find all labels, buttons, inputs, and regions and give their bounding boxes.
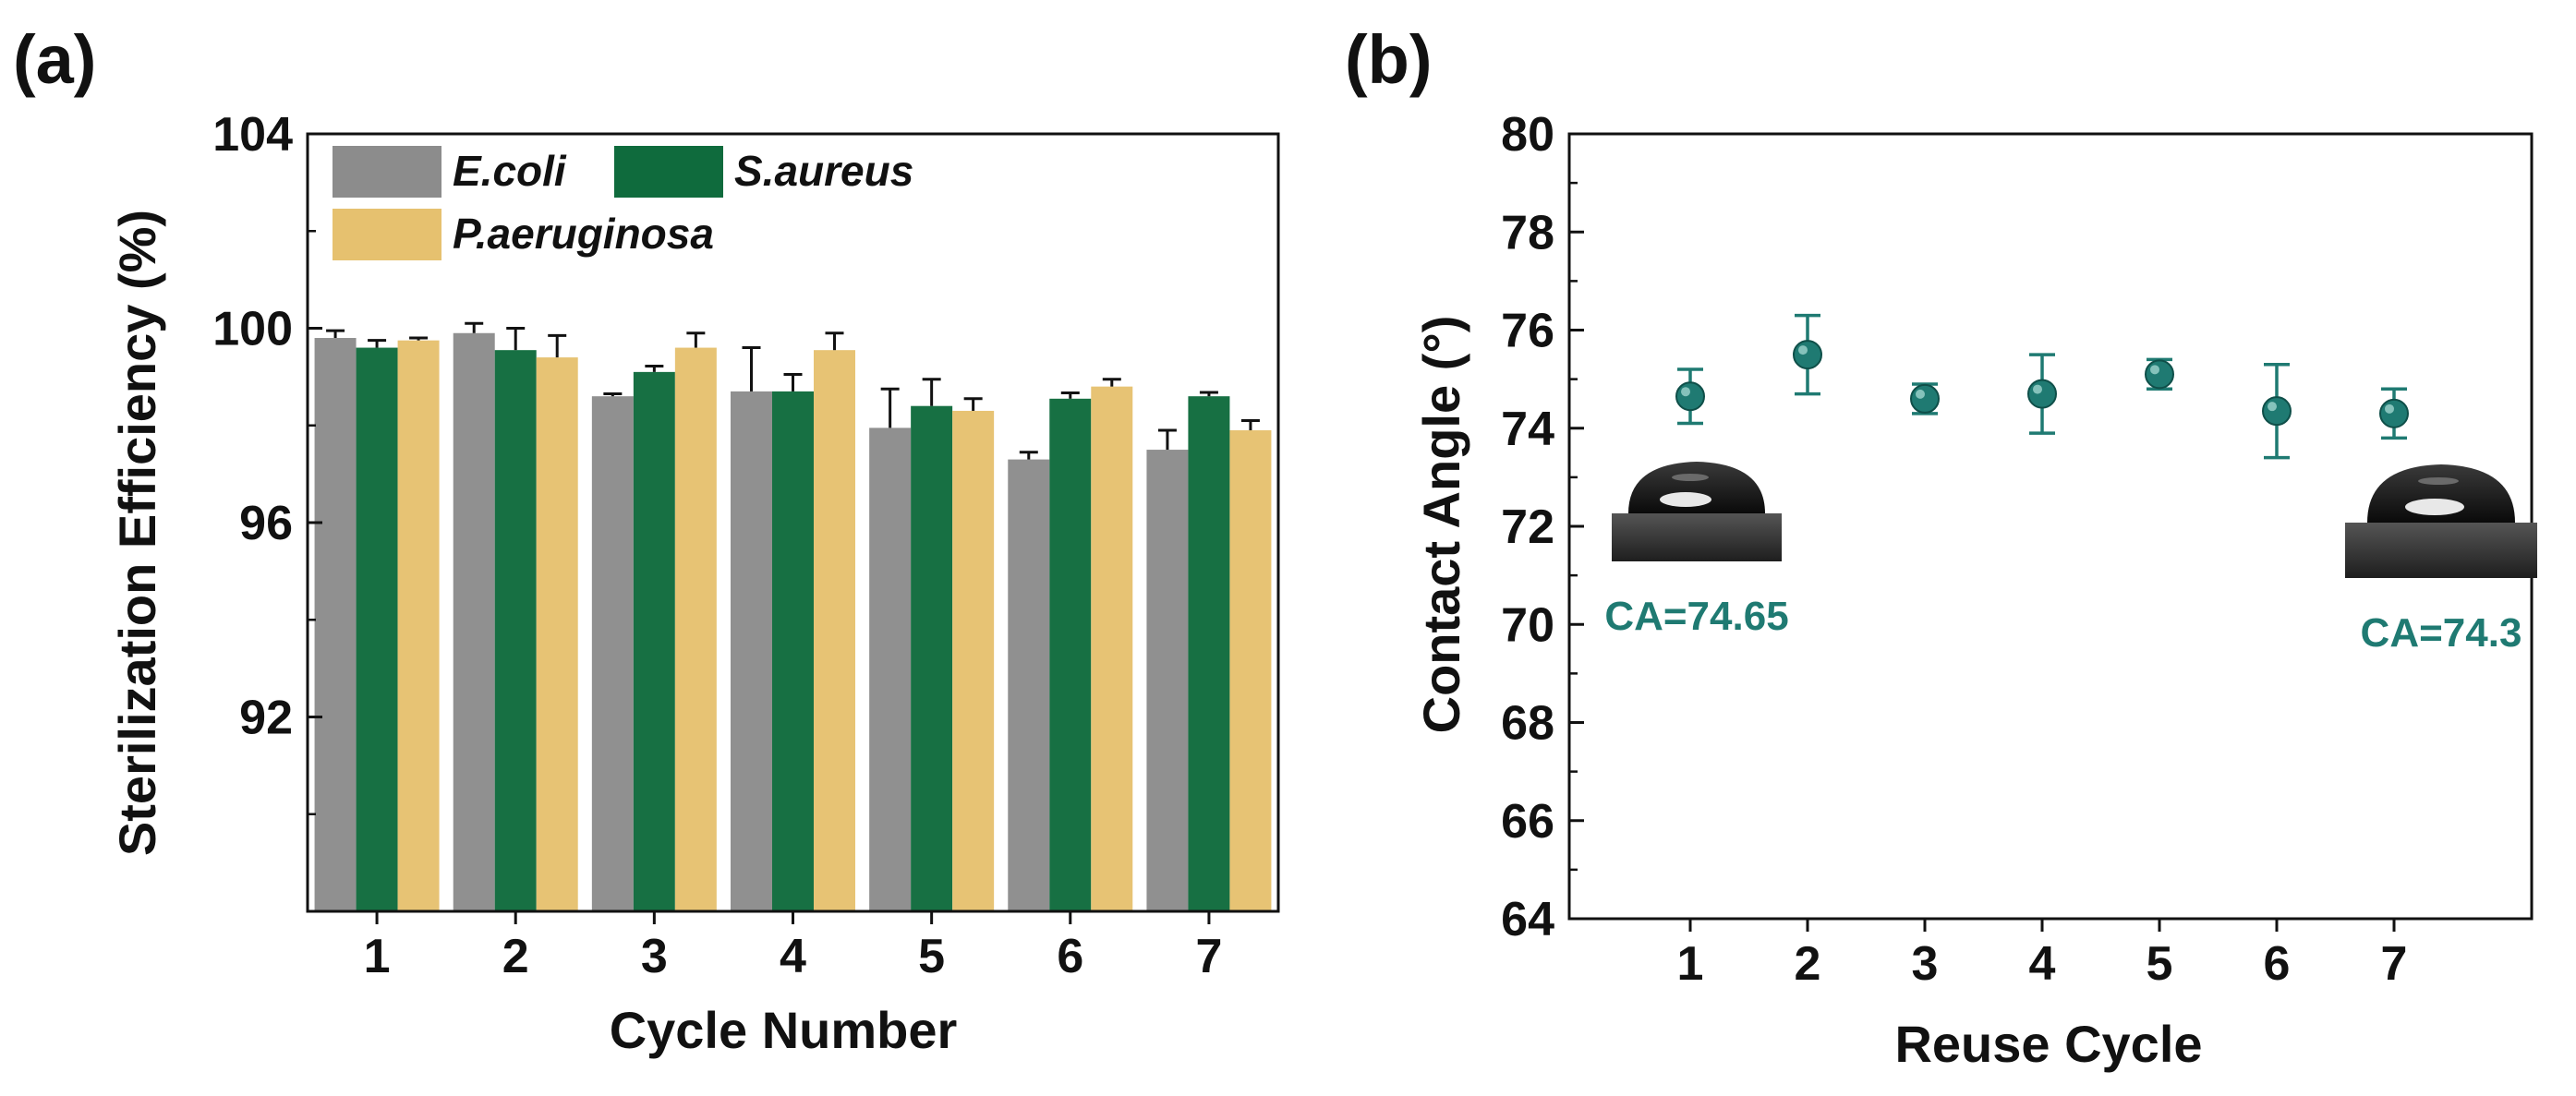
panel-a-legend: E.coli S.aureus P.aeruginosa — [333, 146, 913, 260]
legend-swatch-E.coli — [333, 146, 441, 198]
bar-E.coli-cycle-2 — [453, 332, 495, 911]
bar-S.aureus-cycle-2 — [494, 350, 537, 911]
bar-E.coli-cycle-4 — [731, 391, 772, 912]
bar-E.coli-cycle-3 — [591, 396, 634, 911]
droplet-image-cycle-1 — [1612, 462, 1782, 561]
panel-b-y-tick-label-80: 80 — [1501, 108, 1554, 162]
panel-b-x-axis-label: Reuse Cycle — [1894, 1015, 2202, 1073]
contact-angle-annotation-2: CA=74.3 — [2361, 610, 2522, 656]
panel-a-x-axis-label: Cycle Number — [610, 1001, 958, 1059]
panel-a-x-tick-label-7: 7 — [1195, 930, 1222, 983]
panel-b-y-tick-label-74: 74 — [1501, 403, 1554, 456]
data-point-cycle-5 — [2145, 359, 2174, 390]
panel-b-y-tick-label-76: 76 — [1501, 305, 1554, 358]
panel-a-x-tick-label-3: 3 — [641, 930, 668, 983]
bar-S.aureus-cycle-3 — [633, 371, 675, 911]
data-point-highlight — [2033, 384, 2042, 394]
data-point-cycle-7 — [2379, 398, 2409, 428]
bar-P.aeruginosa-cycle-6 — [1091, 386, 1133, 911]
panel-a-y-tick-label-92: 92 — [239, 692, 293, 745]
panel-a-x-tick-label-1: 1 — [364, 930, 391, 983]
bar-S.aureus-cycle-4 — [772, 391, 814, 912]
bar-E.coli-cycle-5 — [869, 428, 912, 912]
panel-b: (b) 64 66 68 70 72 74 76 78 80 1 2 3 4 5 6 7 Contact An… — [1345, 21, 2537, 1073]
panel-a-y-axis-label: Sterilization Efficiency (%) — [108, 210, 166, 856]
data-point-highlight — [1916, 389, 1925, 399]
bar-P.aeruginosa-cycle-1 — [397, 340, 440, 911]
panel-a-y-tick-label-100: 100 — [212, 303, 293, 356]
bar-P.aeruginosa-cycle-5 — [952, 410, 995, 911]
data-point-cycle-1 — [1675, 381, 1705, 412]
data-point-highlight — [1681, 387, 1690, 397]
bar-S.aureus-cycle-1 — [356, 347, 398, 911]
panel-b-x-tick-label-3: 3 — [1912, 937, 1939, 991]
panel-b-x-tick-label-2: 2 — [1795, 937, 1821, 991]
panel-a-label: (a) — [13, 21, 96, 98]
bar-P.aeruginosa-cycle-7 — [1229, 430, 1272, 911]
panel-a: (a) 92 96 100 104 1 2 3 4 5 6 7 E.coli S.aureus P.aer… — [13, 21, 1280, 1059]
legend-swatch-P.aeruginosa — [333, 209, 441, 260]
panel-a-y-tick-label-104: 104 — [212, 108, 293, 162]
contact-angle-annotation-1: CA=74.65 — [1604, 594, 1788, 639]
bar-E.coli-cycle-7 — [1146, 450, 1189, 911]
panel-b-x-tick-label-6: 6 — [2264, 937, 2291, 991]
data-point-highlight — [2385, 403, 2394, 414]
panel-b-y-tick-label-66: 66 — [1501, 795, 1554, 849]
panel-a-x-tick-label-5: 5 — [918, 930, 945, 983]
bar-S.aureus-cycle-5 — [911, 405, 953, 911]
panel-b-y-tick-label-68: 68 — [1501, 697, 1554, 751]
panel-b-x-tick-label-5: 5 — [2147, 937, 2173, 991]
panel-b-x-tick-label-7: 7 — [2381, 937, 2408, 991]
panel-b-y-tick-label-70: 70 — [1501, 598, 1554, 652]
panel-b-y-axis-label: Contact Angle (°) — [1412, 316, 1470, 734]
data-point-highlight — [2268, 402, 2277, 412]
panel-a-y-tick-label-96: 96 — [239, 497, 293, 550]
bar-P.aeruginosa-cycle-3 — [674, 347, 717, 911]
panel-a-x-tick-label-2: 2 — [502, 930, 529, 983]
bar-E.coli-cycle-6 — [1008, 459, 1050, 911]
legend-swatch-S.aureus — [614, 146, 723, 198]
panel-b-label: (b) — [1345, 21, 1433, 98]
panel-b-y-tick-label-78: 78 — [1501, 206, 1554, 259]
panel-b-y-tick-label-64: 64 — [1501, 893, 1554, 946]
data-point-cycle-3 — [1910, 383, 1940, 414]
panel-b-y-tick-label-72: 72 — [1501, 500, 1554, 554]
droplet-image-cycle-7 — [2345, 464, 2537, 578]
panel-a-plot-area: 92 96 100 104 1 2 3 4 5 6 7 E.coli S.aureus P.aerugin… — [212, 108, 1280, 983]
data-point-cycle-6 — [2262, 396, 2292, 427]
panel-a-x-tick-label-4: 4 — [780, 930, 806, 983]
data-point-highlight — [1798, 345, 1808, 355]
legend-label-E.coli: E.coli — [453, 147, 567, 195]
bar-E.coli-cycle-1 — [314, 338, 357, 911]
bar-S.aureus-cycle-6 — [1049, 398, 1092, 911]
data-point-cycle-4 — [2027, 379, 2057, 409]
data-point-highlight — [2150, 365, 2159, 375]
bar-P.aeruginosa-cycle-2 — [536, 357, 578, 911]
legend-label-P.aeruginosa: P.aeruginosa — [453, 210, 714, 258]
data-point-cycle-2 — [1793, 340, 1822, 370]
bar-S.aureus-cycle-7 — [1188, 396, 1230, 911]
panel-a-x-tick-label-6: 6 — [1057, 930, 1083, 983]
panel-b-x-tick-label-1: 1 — [1677, 937, 1704, 991]
bar-P.aeruginosa-cycle-4 — [814, 350, 855, 911]
legend-label-S.aureus: S.aureus — [734, 147, 913, 195]
panel-b-x-tick-label-4: 4 — [2029, 937, 2056, 991]
